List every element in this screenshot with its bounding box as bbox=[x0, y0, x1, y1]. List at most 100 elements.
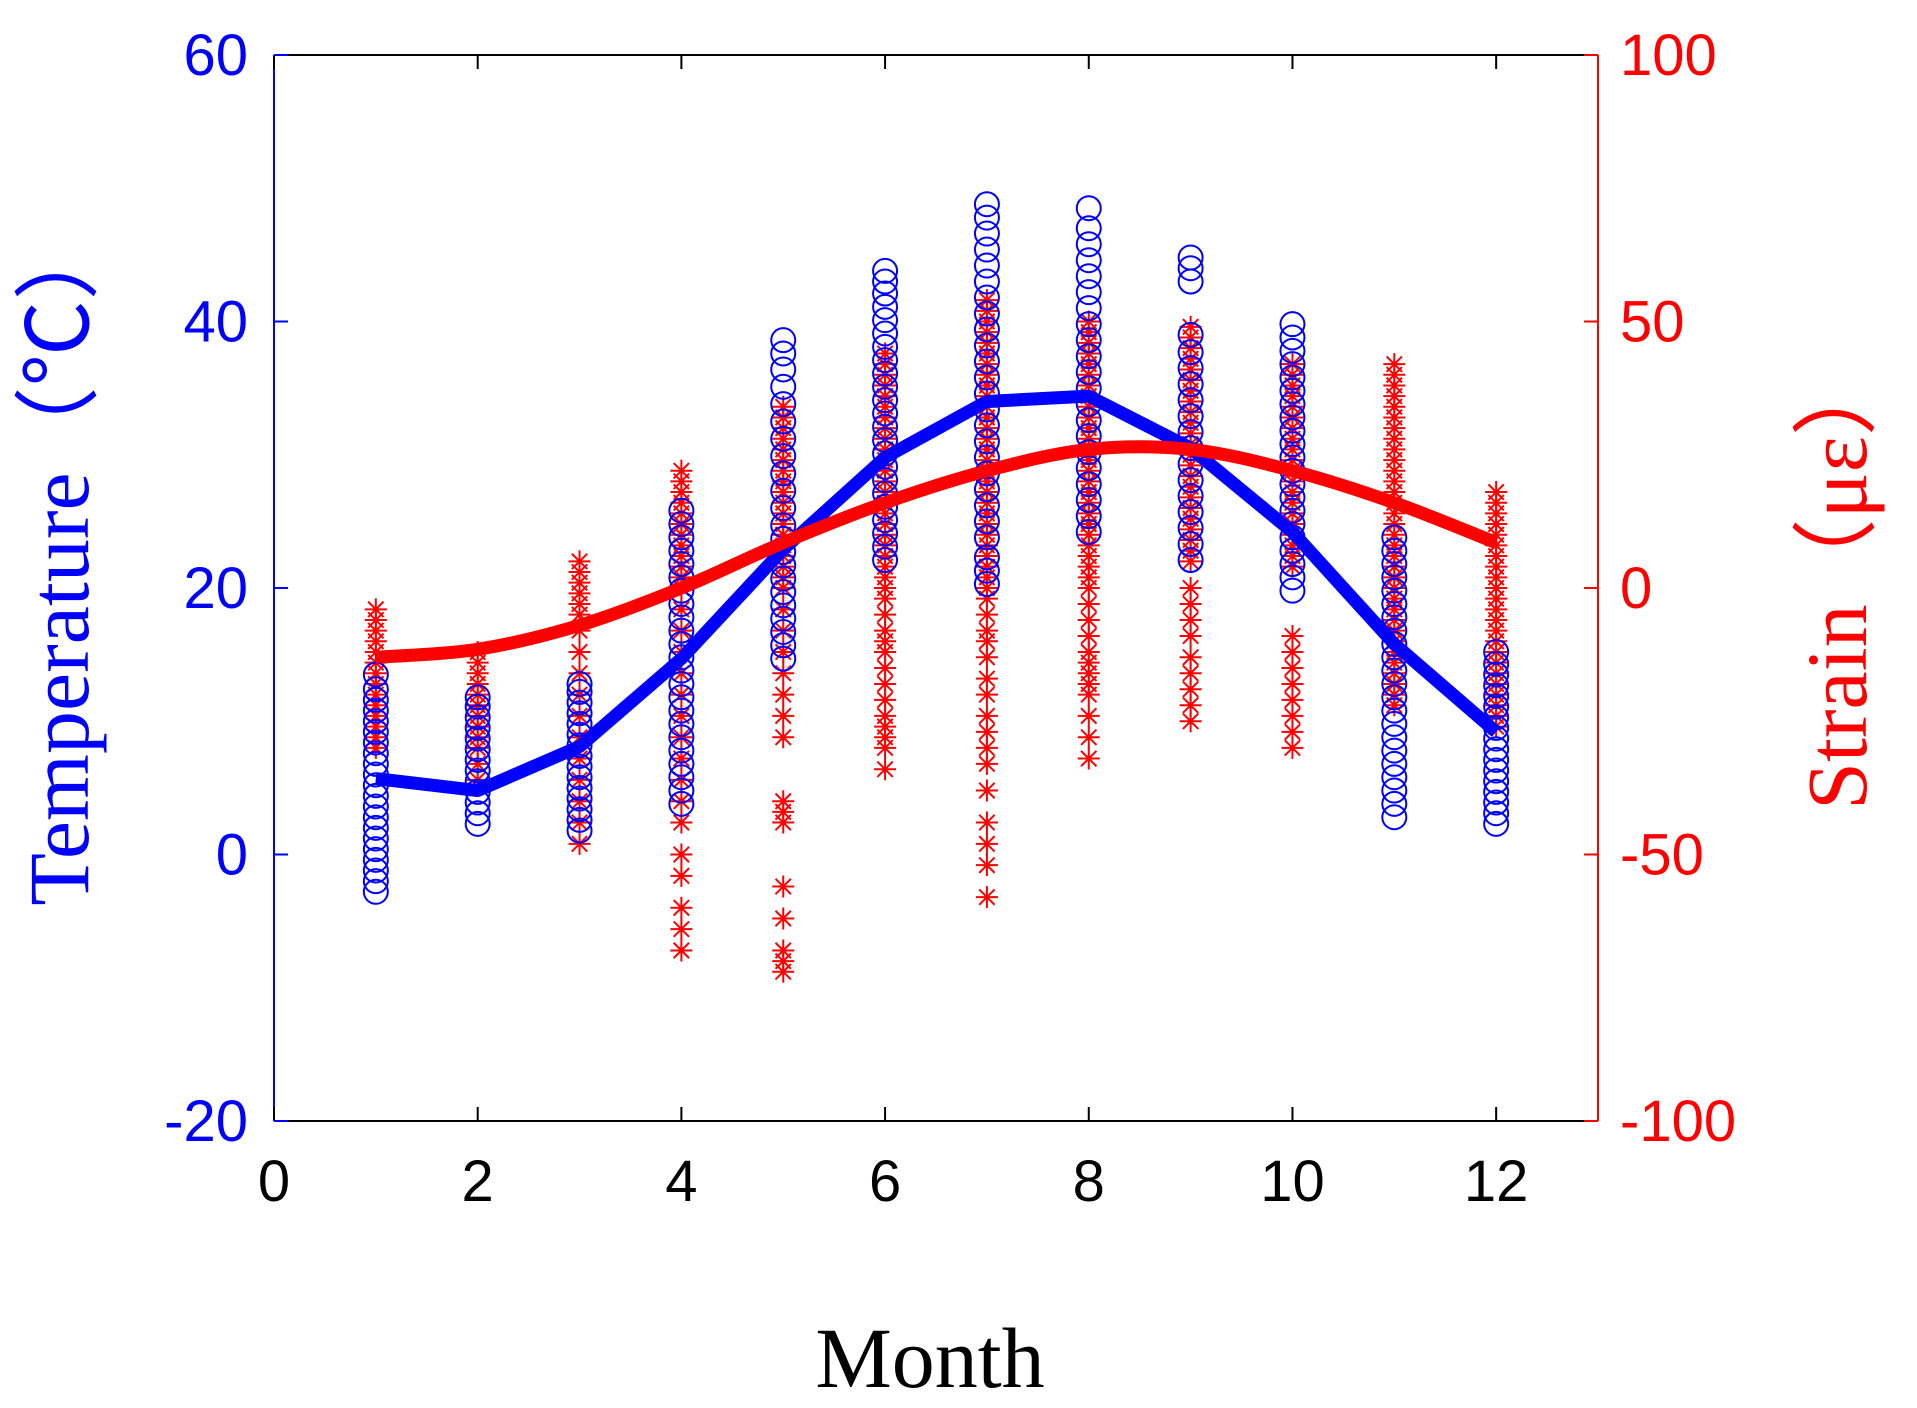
temperature-sample-point bbox=[973, 252, 1000, 279]
strain-sample-point bbox=[670, 811, 693, 834]
temperature-sample-point bbox=[1075, 247, 1102, 274]
temperature-sample-point bbox=[668, 737, 695, 764]
temperature-sample-point bbox=[973, 284, 1000, 311]
strain-sample-point bbox=[568, 768, 591, 791]
strain-sample-point bbox=[568, 811, 591, 834]
temperature-sample-point bbox=[1279, 564, 1306, 591]
strain-sample-point bbox=[1281, 624, 1304, 647]
strain-sample-point bbox=[975, 779, 998, 802]
temperature-sample-point bbox=[1177, 515, 1204, 542]
temperature-sample-point bbox=[973, 557, 1000, 584]
temperature-sample-point bbox=[464, 714, 491, 741]
strain-sample-point bbox=[1281, 640, 1304, 663]
strain-sample-point bbox=[1179, 710, 1202, 733]
strain-sample-point bbox=[772, 875, 795, 898]
temperature-sample-point bbox=[872, 413, 899, 440]
temperature-sample-point bbox=[668, 697, 695, 724]
temperature-sample-point bbox=[566, 678, 593, 705]
strain-sample-point bbox=[1077, 726, 1100, 749]
strain-sample-point bbox=[1281, 555, 1304, 578]
temperature-sample-point bbox=[668, 604, 695, 631]
temperature-sample-point bbox=[362, 708, 389, 735]
strain-sample-point bbox=[772, 577, 795, 599]
y-left-tick-label: -20 bbox=[164, 1089, 248, 1154]
temperature-sample-point bbox=[1177, 467, 1204, 494]
temperature-sample-point bbox=[566, 785, 593, 812]
strain-sample-point bbox=[568, 683, 591, 706]
strain-sample-point bbox=[772, 662, 795, 685]
strain-sample-point bbox=[568, 662, 591, 685]
temperature-sample-point bbox=[1381, 524, 1408, 551]
temperature-sample-point bbox=[1075, 487, 1102, 514]
temperature-sample-point bbox=[1381, 724, 1408, 751]
temperature-sample-point bbox=[1483, 736, 1510, 763]
temperature-sample-point bbox=[1177, 255, 1204, 282]
temperature-sample-point bbox=[1279, 551, 1306, 578]
strain-sample-point bbox=[772, 960, 795, 983]
temperature-sample-point bbox=[770, 565, 797, 592]
temperature-sample-point bbox=[973, 300, 1000, 327]
temperature-sample-point bbox=[1381, 604, 1408, 631]
x-tick-label: 6 bbox=[869, 1149, 901, 1214]
temperature-sample-point bbox=[362, 878, 389, 905]
strain-sample-point bbox=[874, 758, 897, 781]
temperature-sample-point bbox=[1381, 537, 1408, 564]
temperature-sample-point bbox=[973, 191, 1000, 218]
temperature-sample-point bbox=[973, 428, 1000, 455]
temperature-sample-point bbox=[1381, 590, 1408, 617]
strain-sample-point bbox=[670, 768, 693, 791]
y-right-tick-label: -100 bbox=[1620, 1089, 1736, 1154]
temperature-sample-point bbox=[1381, 737, 1408, 764]
temperature-sample-point bbox=[872, 373, 899, 400]
strain-sample-point bbox=[1179, 577, 1202, 599]
strain-sample-point bbox=[670, 683, 693, 706]
temperature-sample-point bbox=[566, 710, 593, 737]
y-right-tick-label: 50 bbox=[1620, 290, 1685, 355]
temperature-sample-point bbox=[1075, 295, 1102, 322]
temperature-sample-point bbox=[872, 387, 899, 414]
temperature-sample-point bbox=[1483, 638, 1510, 665]
strain-sample-point bbox=[1077, 747, 1100, 770]
temperature-sample-point bbox=[770, 632, 797, 659]
strain-sample-point bbox=[975, 603, 998, 626]
temperature-sample-point bbox=[1177, 387, 1204, 414]
y-right-tick-label: 0 bbox=[1620, 556, 1652, 621]
temperature-sample-point bbox=[872, 547, 899, 574]
temperature-sample-point bbox=[362, 697, 389, 724]
strain-sample-point bbox=[568, 832, 591, 855]
temperature-sample-point bbox=[1381, 657, 1408, 684]
temperature-sample-point bbox=[1279, 431, 1306, 458]
temperature-sample-point bbox=[770, 618, 797, 645]
strain-mean-line bbox=[375, 440, 1499, 664]
strain-sample-point bbox=[1281, 736, 1304, 759]
temperature-sample-point bbox=[973, 492, 1000, 519]
temperature-sample-point bbox=[1279, 311, 1306, 338]
strain-sample-point bbox=[772, 811, 795, 834]
y-axis-right-title: Strain（με） bbox=[1789, 350, 1885, 810]
temperature-sample-point bbox=[872, 400, 899, 427]
temperature-sample-point bbox=[770, 425, 797, 452]
temperature-sample-point bbox=[1483, 650, 1510, 677]
temperature-sample-point bbox=[362, 825, 389, 852]
temperature-sample-point bbox=[1381, 630, 1408, 657]
temperature-sample-point bbox=[362, 868, 389, 895]
temperature-sample-point bbox=[1075, 263, 1102, 290]
strain-sample-point bbox=[874, 603, 897, 626]
temperature-sample-point bbox=[973, 204, 1000, 231]
temperature-sample-point bbox=[566, 774, 593, 801]
temperature-sample-point bbox=[1075, 311, 1102, 338]
temperature-sample-point bbox=[872, 293, 899, 320]
strain-sample-point bbox=[874, 640, 897, 663]
temperature-sample-point bbox=[464, 693, 491, 720]
temperature-mean-line bbox=[375, 389, 1501, 798]
y-left-tick-label: 60 bbox=[183, 23, 248, 88]
temperature-sample-point bbox=[1177, 321, 1204, 348]
temperature-sample-point bbox=[1381, 764, 1408, 791]
temperature-sample-point bbox=[872, 280, 899, 307]
strain-sample-point bbox=[975, 704, 998, 727]
strain-sample-point bbox=[1281, 720, 1304, 743]
strain-sample-point bbox=[975, 854, 998, 877]
temperature-sample-point bbox=[1381, 564, 1408, 591]
temperature-sample-point bbox=[1177, 355, 1204, 382]
strain-sample-point bbox=[1179, 678, 1202, 701]
